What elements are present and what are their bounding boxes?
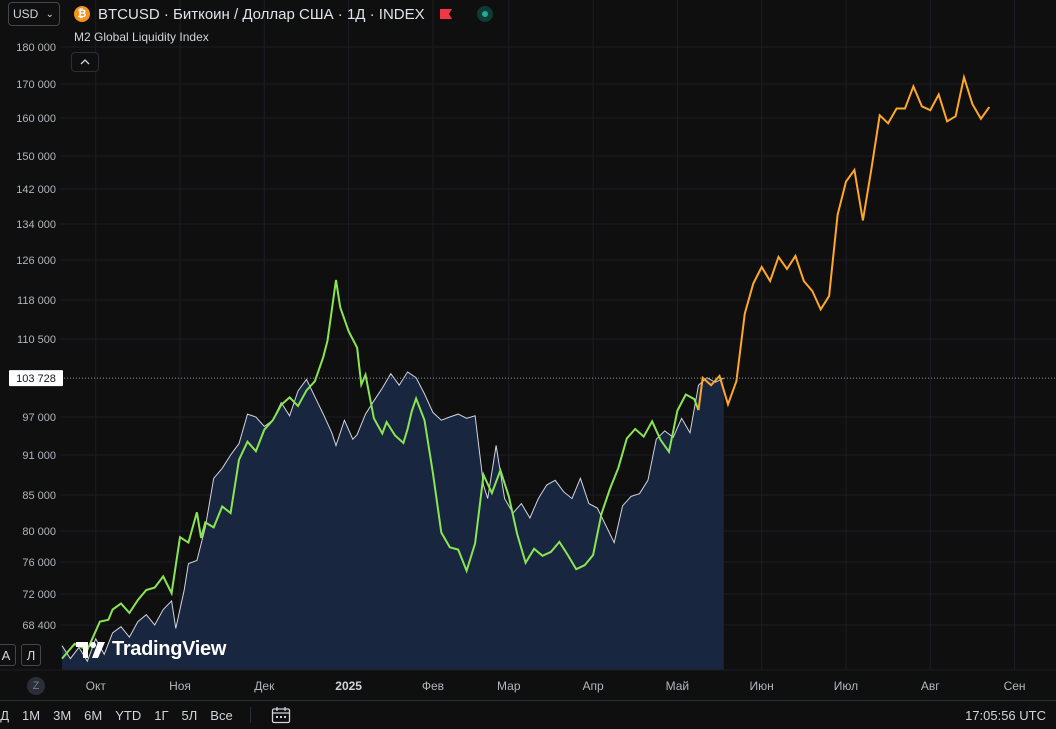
market-status-icon[interactable] [476, 6, 493, 22]
range-button-1y[interactable]: 1Г [154, 707, 169, 723]
price-axis-label: 160 000 [16, 113, 56, 125]
flag-icon[interactable] [439, 8, 453, 20]
bitcoin-icon: ₿ [74, 6, 90, 22]
calendar-icon[interactable] [271, 706, 291, 724]
price-axis-label: 110 500 [17, 334, 56, 346]
price-axis-label: 150 000 [16, 151, 56, 163]
liquidity-line [61, 279, 700, 660]
tradingview-logo-text: TradingView [112, 638, 227, 660]
time-axis-label: Июн [750, 679, 774, 693]
price-axis-label: 118 000 [17, 295, 56, 307]
range-button-3m[interactable]: 3М [53, 707, 72, 723]
chart-header: USD ⌄ ₿ BTCUSD · Биткоин / Доллар США · … [8, 2, 493, 26]
range-buttons: 5Д 1М 3М 6М YTD 1Г 5Л Все [0, 708, 246, 723]
price-axis-label: 91 000 [22, 450, 56, 462]
time-axis-label: Сен [1004, 679, 1026, 693]
price-axis-label: 85 000 [22, 490, 56, 502]
price-axis-label: 80 000 [22, 526, 56, 538]
price-chart[interactable]: 180 000 170 000 160 000 150 000 142 000 134 0… [0, 0, 1056, 700]
scale-button-log[interactable]: Л [21, 644, 41, 666]
time-axis-label: Мар [497, 679, 521, 693]
price-axis-label: 97 000 [22, 412, 56, 424]
tradingview-logo: TradingView [76, 638, 226, 661]
price-axis-label: 134 000 [16, 219, 56, 231]
current-price-label: 103 728 [16, 373, 56, 385]
range-button-all[interactable]: Все [210, 707, 233, 723]
time-axis-label: Окт [86, 679, 107, 693]
chevron-up-icon [80, 59, 90, 65]
time-axis-label: Фев [422, 679, 444, 693]
time-axis-label: Авг [921, 679, 940, 693]
symbol-title[interactable]: BTCUSD · Биткоин / Доллар США · 1Д · IND… [98, 5, 425, 23]
time-axis-label: Апр [582, 679, 604, 693]
price-axis-label: 180 000 [16, 42, 56, 54]
timezone-button[interactable]: Z [27, 677, 45, 695]
current-price-badge [9, 370, 63, 387]
time-axis-label: Июл [834, 679, 858, 693]
price-axis-label: 170 000 [16, 79, 56, 91]
bottom-toolbar: 5Д 1М 3М 6М YTD 1Г 5Л Все 17:05:56 UTC [0, 700, 1056, 729]
indicator-title[interactable]: M2 Global Liquidity Index [74, 30, 209, 44]
range-button-5d[interactable]: 5Д [0, 707, 10, 723]
range-button-1m[interactable]: 1М [22, 707, 41, 723]
btc-price-line [61, 371, 725, 663]
price-axis-label: 126 000 [16, 255, 56, 267]
range-button-ytd[interactable]: YTD [115, 707, 142, 723]
scale-button-auto[interactable]: А [0, 644, 16, 666]
price-axis-label: 68 400 [22, 620, 56, 632]
time-axis-label: 2025 [335, 679, 362, 693]
range-button-6m[interactable]: 6М [84, 707, 103, 723]
price-axis-label: 72 000 [22, 589, 56, 601]
currency-select[interactable]: USD ⌄ [8, 2, 60, 26]
collapse-legend-button[interactable] [71, 52, 99, 72]
toolbar-divider [249, 707, 251, 723]
tradingview-logo-icon [76, 641, 105, 658]
chevron-down-icon: ⌄ [45, 8, 54, 20]
time-axis-label: Май [666, 679, 690, 693]
time-axis-label: Дек [254, 679, 275, 693]
price-axis-label: 142 000 [16, 184, 56, 196]
range-button-5y[interactable]: 5Л [181, 707, 198, 723]
currency-label: USD [13, 7, 39, 21]
utc-clock[interactable]: 17:05:56 UTC [965, 708, 1046, 723]
btc-area [62, 371, 724, 670]
time-axis-label: Ноя [169, 679, 191, 693]
liquidity-forecast-line [697, 73, 991, 411]
scale-buttons: А Л [0, 644, 41, 666]
price-axis-label: 76 000 [22, 557, 56, 569]
